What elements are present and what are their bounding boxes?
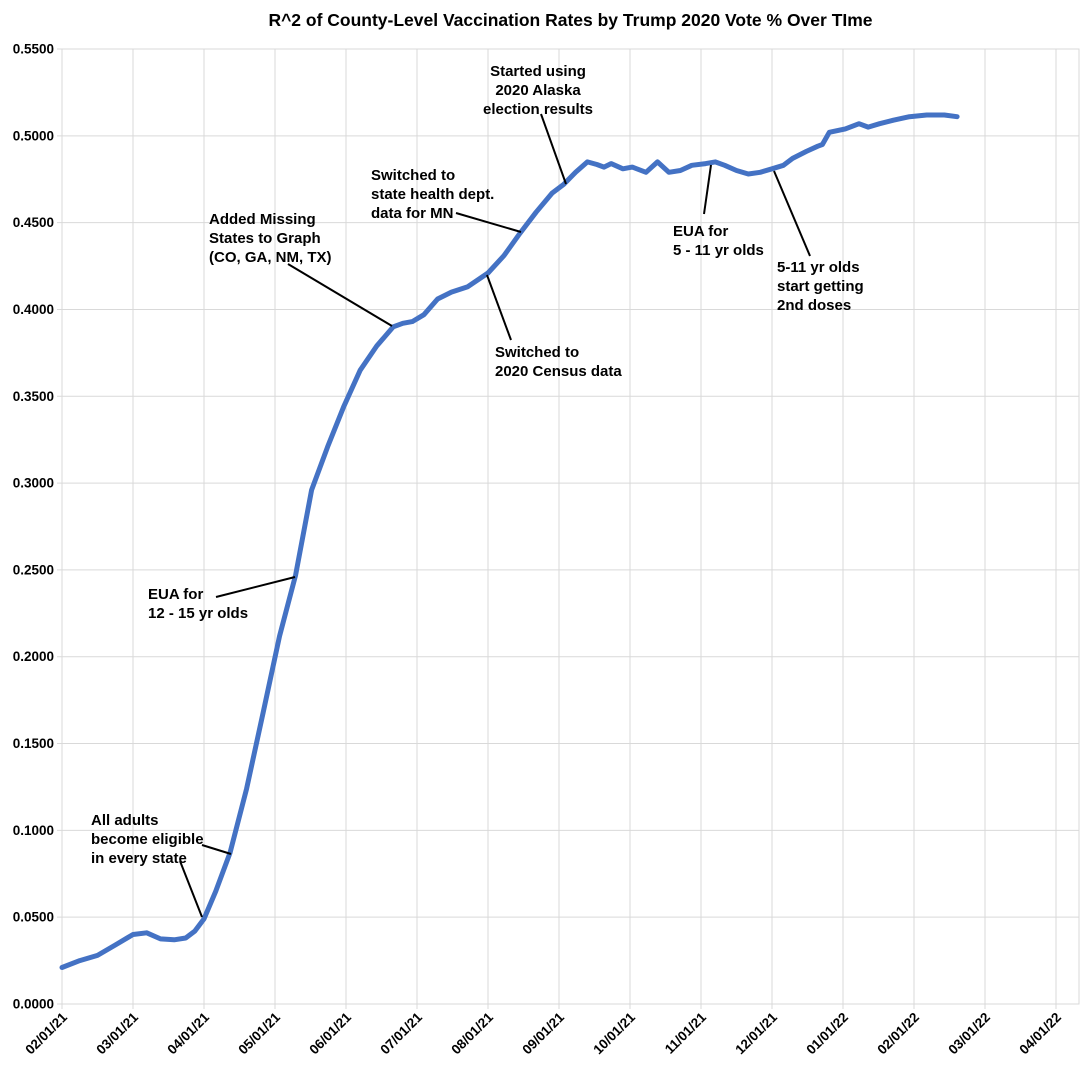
x-tick-label: 09/01/21	[519, 1009, 567, 1057]
annotation-leader-eua-5-11	[703, 164, 712, 215]
y-tick-label: 0.0000	[13, 997, 54, 1012]
annotation-leader-added-missing-states	[287, 263, 393, 327]
annotation-line: (CO, GA, NM, TX)	[209, 249, 332, 266]
plot-border	[61, 48, 1080, 1005]
annotation-leader-census-2020	[486, 274, 512, 341]
data-line-r2-series	[59, 112, 960, 970]
x-tick-label: 06/01/21	[306, 1009, 354, 1057]
y-tick-label: 0.3500	[13, 389, 54, 404]
y-tick-label: 0.4500	[13, 215, 54, 230]
annotation-leader-eua-12-15	[215, 576, 296, 598]
annotation-line: All adults	[91, 812, 159, 829]
annotation-leader-alaska-results	[540, 113, 567, 185]
y-tick-label: 0.2000	[13, 649, 54, 664]
annotation-line: state health dept.	[371, 186, 495, 203]
annotation-eua-12-15: EUA for 12 - 15 yr olds	[148, 585, 248, 623]
annotation-line: 2020 Census data	[495, 363, 622, 380]
annotation-census-2020: Switched to 2020 Census data	[495, 343, 622, 381]
annotation-line: 5-11 yr olds	[777, 259, 860, 276]
x-tick-label: 02/01/22	[874, 1010, 922, 1058]
x-tick-label: 02/01/21	[22, 1009, 70, 1057]
x-tick-label: 01/01/22	[803, 1010, 851, 1058]
annotation-leader-all-adults-eligible	[201, 844, 232, 855]
y-tick-label: 0.1500	[13, 736, 54, 751]
annotation-leader-mn-health-dept	[455, 212, 522, 233]
annotation-line: 2nd doses	[777, 297, 852, 314]
x-tick-label: 03/01/21	[93, 1009, 141, 1057]
annotation-leader-all-adults-eligible	[179, 860, 203, 918]
y-tick-label: 0.0500	[13, 910, 54, 925]
x-tick-label: 12/01/21	[732, 1009, 780, 1057]
annotation-line: EUA for	[673, 223, 729, 240]
annotation-line: Started using	[490, 63, 586, 80]
x-tick-label: 05/01/21	[235, 1009, 283, 1057]
x-tick-label: 10/01/21	[590, 1009, 638, 1057]
y-tick-label: 0.5000	[13, 128, 54, 143]
annotation-added-missing-states: Added Missing States to Graph (CO, GA, NM,…	[209, 210, 332, 267]
y-tick-label: 0.2500	[13, 562, 54, 577]
x-tick-label: 08/01/21	[448, 1009, 496, 1057]
x-tick-label: 04/01/21	[164, 1009, 212, 1057]
y-tick-label: 0.4000	[13, 302, 54, 317]
annotation-eua-5-11: EUA for 5 - 11 yr olds	[673, 222, 764, 260]
annotation-second-doses-5-11: 5-11 yr olds start getting 2nd doses	[777, 258, 864, 315]
annotation-line: 2020 Alaska	[495, 82, 581, 99]
y-tick-label: 0.3000	[13, 476, 54, 491]
annotation-line: 5 - 11 yr olds	[673, 242, 764, 259]
annotation-alaska-results: Started using 2020 Alaska election results	[483, 62, 593, 119]
x-tick-label: 03/01/22	[945, 1010, 993, 1058]
annotation-all-adults-eligible: All adults become eligible in every state	[91, 811, 204, 868]
y-tick-label: 0.5500	[13, 42, 54, 57]
annotation-line: Added Missing	[209, 211, 316, 228]
annotation-line: start getting	[777, 278, 864, 295]
annotation-line: in every state	[91, 850, 187, 867]
annotation-line: Switched to	[495, 344, 580, 361]
annotation-line: Switched to	[371, 167, 456, 184]
annotation-leader-second-doses-5-11	[773, 170, 811, 257]
x-tick-label: 04/01/22	[1016, 1010, 1064, 1058]
annotation-line: EUA for	[148, 586, 204, 603]
x-tick-label: 07/01/21	[377, 1009, 425, 1057]
annotation-line: 12 - 15 yr olds	[148, 605, 249, 622]
annotation-line: become eligible	[91, 831, 204, 848]
annotation-line: States to Graph	[209, 230, 321, 247]
y-tick-label: 0.1000	[13, 823, 54, 838]
annotation-line: data for MN	[371, 205, 454, 222]
annotation-mn-health-dept: Switched to state health dept. data for MN	[371, 166, 494, 223]
x-tick-label: 11/01/21	[662, 1009, 710, 1057]
annotation-line: election results	[482, 101, 594, 118]
chart-title: R^2 of County-Level Vaccination Rates by…	[268, 10, 873, 30]
